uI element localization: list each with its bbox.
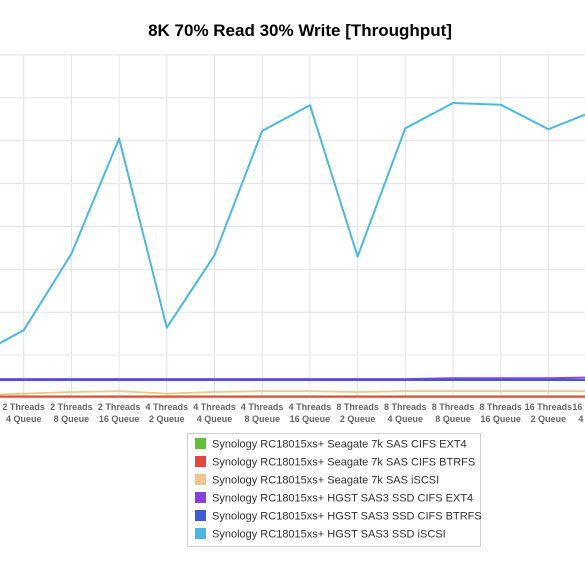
x-tick-label: 16 Threads bbox=[572, 402, 585, 412]
x-tick-label: 4 Threads bbox=[289, 402, 332, 412]
x-tick-label: 8 Threads bbox=[479, 402, 522, 412]
x-tick-label: 16 Queue bbox=[99, 414, 140, 424]
x-tick-label: 4 Threads bbox=[241, 402, 284, 412]
chart-title: 8K 70% Read 30% Write [Throughput] bbox=[148, 21, 452, 40]
series-lines bbox=[0, 102, 585, 398]
x-tick-label: 2 Queue bbox=[531, 414, 567, 424]
legend-label: Synology RC18015xs+ Seagate 7k SAS CIFS … bbox=[212, 439, 467, 451]
legend-swatch bbox=[195, 438, 206, 449]
x-tick-label: 8 Queue bbox=[435, 414, 471, 424]
x-tick-label: 16 Threads bbox=[525, 402, 573, 412]
x-tick-label: 4 Queue bbox=[197, 414, 233, 424]
x-tick-label: 4 Queue bbox=[578, 414, 585, 424]
legend-swatch bbox=[195, 510, 206, 521]
x-tick-label: 4 Queue bbox=[388, 414, 424, 424]
x-tick-label: 4 Threads bbox=[146, 402, 189, 412]
x-tick-label: 8 Threads bbox=[432, 402, 475, 412]
x-tick-label: 8 Queue bbox=[244, 414, 280, 424]
x-tick-label: 8 Queue bbox=[54, 414, 90, 424]
x-tick-label: 2 Queue bbox=[149, 414, 185, 424]
x-tick-label: 2 Threads bbox=[98, 402, 141, 412]
x-tick-label: 2 Threads bbox=[2, 402, 45, 412]
series-line-4 bbox=[0, 376, 585, 381]
legend-box bbox=[187, 433, 481, 547]
series-line-3 bbox=[0, 390, 585, 396]
legend-label: Synology RC18015xs+ HGST SAS3 SSD iSCSI bbox=[212, 529, 446, 541]
legend-label: Synology RC18015xs+ HGST SAS3 SSD CIFS E… bbox=[212, 493, 473, 505]
legend-label: Synology RC18015xs+ Seagate 7k SAS iSCSI bbox=[212, 475, 439, 487]
grid bbox=[0, 54, 585, 399]
x-tick-label: 2 Threads bbox=[50, 402, 93, 412]
legend-label: Synology RC18015xs+ HGST SAS3 SSD CIFS B… bbox=[212, 511, 482, 523]
legend: Synology RC18015xs+ Seagate 7k SAS CIFS … bbox=[187, 433, 482, 547]
x-tick-label: 4 Queue bbox=[6, 414, 42, 424]
legend-swatch bbox=[195, 492, 206, 503]
x-tick-label: 16 Queue bbox=[290, 414, 331, 424]
x-tick-label: 2 Queue bbox=[340, 414, 376, 424]
x-tick-label: 8 Threads bbox=[336, 402, 379, 412]
x-tick-label: 8 Threads bbox=[384, 402, 427, 412]
legend-swatch bbox=[195, 528, 206, 539]
legend-swatch bbox=[195, 474, 206, 485]
x-tick-label: 4 Threads bbox=[193, 402, 236, 412]
legend-label: Synology RC18015xs+ Seagate 7k SAS CIFS … bbox=[212, 457, 475, 469]
legend-swatch bbox=[195, 456, 206, 467]
x-tick-label: 16 Queue bbox=[480, 414, 521, 424]
series-line-6 bbox=[0, 102, 585, 345]
